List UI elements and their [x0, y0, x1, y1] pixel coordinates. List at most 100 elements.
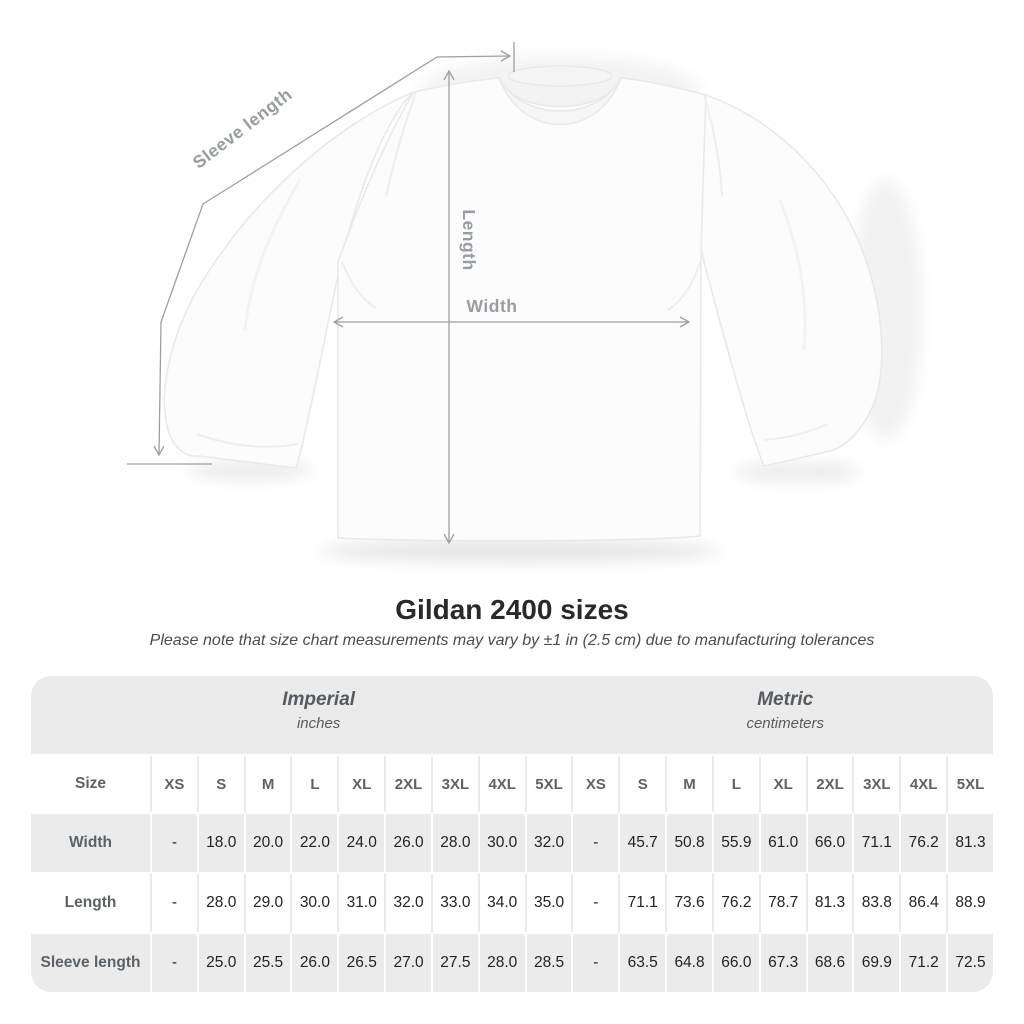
- units-header-band: Imperial inches Metric centimeters: [31, 676, 993, 754]
- size-header-cell: L: [714, 756, 761, 812]
- value-cell: 86.4: [901, 874, 949, 932]
- value-cell: 27.0: [386, 934, 433, 992]
- value-cell: 69.9: [854, 934, 902, 992]
- value-cell: 68.6: [808, 934, 855, 992]
- sleeve-length-measure-line: [127, 42, 515, 465]
- value-cell: 27.5: [433, 934, 480, 992]
- value-cell: 76.2: [714, 874, 761, 932]
- width-label: Width: [467, 296, 518, 316]
- value-cell: 25.0: [199, 934, 246, 992]
- value-cell: 26.5: [339, 934, 387, 992]
- value-cell: 78.7: [761, 874, 808, 932]
- value-cell: -: [152, 814, 199, 872]
- size-header-cell: XL: [761, 756, 808, 812]
- size-header-cell: 5XL: [956, 775, 985, 793]
- imperial-unit: inches: [296, 715, 341, 732]
- shirt-seams: [196, 91, 829, 448]
- size-header-cell: S: [199, 756, 246, 812]
- value-cell: 24.0: [339, 814, 387, 872]
- size-header-cell: L: [292, 756, 340, 812]
- value-cell: 20.0: [246, 814, 293, 872]
- size-header-cell: XS: [573, 756, 621, 812]
- size-header-cell: S: [620, 756, 668, 812]
- size-header-cell: 4XL: [480, 756, 527, 812]
- value-cell: -: [573, 874, 621, 932]
- value-cell: 30.0: [480, 814, 527, 872]
- size-header-cell: 5XL: [527, 756, 574, 812]
- width-measure-line: [332, 316, 691, 328]
- size-header-cell: 3XL: [433, 756, 480, 812]
- value-cell: 31.0: [339, 874, 387, 932]
- table-rows: Size XS S M L XL 2XL 3XL 4XL 5XL XS S M L XL 2XL 3XL 4XL 5…: [31, 756, 993, 992]
- value-cell: 88.9: [955, 894, 986, 911]
- value-cell: 76.2: [901, 814, 949, 872]
- value-cell: -: [573, 814, 621, 872]
- value-cell: -: [152, 874, 199, 932]
- value-cell: 34.0: [480, 874, 527, 932]
- value-cell: 71.2: [901, 934, 949, 992]
- size-header-row: Size XS S M L XL 2XL 3XL 4XL 5XL XS S M L XL 2XL 3XL 4XL 5…: [31, 756, 993, 812]
- value-cell: 55.9: [714, 814, 761, 872]
- length-measure-line: [443, 69, 455, 545]
- value-cell: 26.0: [292, 934, 340, 992]
- metric-title: Metric: [757, 689, 814, 710]
- size-header-cell: 2XL: [386, 756, 433, 812]
- size-header-cell: XL: [339, 756, 387, 812]
- value-cell: 71.1: [854, 814, 902, 872]
- size-header-cell: XS: [152, 756, 199, 812]
- value-cell: 61.0: [761, 814, 808, 872]
- value-cell: 28.0: [433, 814, 480, 872]
- measurement-row-sleeve-length: Sleeve length -25.0 25.5 26.0 26.5 27.0 27.5 28…: [31, 934, 993, 992]
- shirt-diagram: Sleeve length Length Width: [127, 42, 922, 563]
- value-cell: 33.0: [433, 874, 480, 932]
- length-label: Length: [459, 209, 479, 270]
- shirt-body: [337, 77, 707, 542]
- shirt-collar-band: [498, 77, 622, 126]
- size-header-cell: M: [667, 756, 714, 812]
- measurement-row-width: Width -18.0 20.0 22.0 24.0 26.0 28.0 30.0 32.0-4…: [31, 814, 993, 872]
- size-header-cell: 4XL: [901, 756, 949, 812]
- value-cell: 81.3: [955, 834, 986, 851]
- page-title: Gildan 2400 sizes: [395, 594, 629, 625]
- value-cell: 66.0: [808, 814, 855, 872]
- sleeve-length-label: Sleeve length: [189, 84, 296, 173]
- size-header-cell: M: [246, 756, 293, 812]
- value-cell: 66.0: [714, 934, 761, 992]
- value-cell: 45.7: [620, 814, 668, 872]
- value-cell: 64.8: [667, 934, 714, 992]
- value-cell: 32.0: [386, 874, 433, 932]
- row-label: Length: [31, 874, 152, 932]
- value-cell: 29.0: [246, 874, 293, 932]
- value-cell: 18.0: [199, 814, 246, 872]
- row-label: Width: [31, 814, 152, 872]
- tolerance-note: Please note that size chart measurements…: [149, 632, 875, 650]
- value-cell: 26.0: [386, 814, 433, 872]
- imperial-group-header: Imperial inches: [282, 689, 355, 732]
- measurement-row-length: Length -28.0 29.0 30.0 31.0 32.0 33.0 34.0 35.0-…: [31, 874, 993, 932]
- value-cell: 32.0: [527, 814, 574, 872]
- value-cell: 30.0: [292, 874, 340, 932]
- imperial-title: Imperial: [282, 689, 356, 710]
- value-cell: 28.0: [199, 874, 246, 932]
- size-table: Imperial inches Metric centimeters Size X…: [31, 676, 993, 992]
- value-cell: -: [573, 934, 621, 992]
- value-cell: 35.0: [527, 874, 574, 932]
- size-column-header: Size: [31, 756, 152, 812]
- shirt-right-sleeve: [689, 94, 883, 467]
- value-cell: 28.0: [480, 934, 527, 992]
- value-cell: 71.1: [620, 874, 668, 932]
- size-header-cell: 2XL: [808, 756, 855, 812]
- value-cell: 81.3: [808, 874, 855, 932]
- value-cell: -: [152, 934, 199, 992]
- row-label: Sleeve length: [31, 934, 152, 992]
- value-cell: 63.5: [620, 934, 668, 992]
- metric-group-header: Metric centimeters: [746, 689, 824, 732]
- value-cell: 22.0: [292, 814, 340, 872]
- value-cell: 67.3: [761, 934, 808, 992]
- value-cell: 25.5: [246, 934, 293, 992]
- value-cell: 50.8: [667, 814, 714, 872]
- size-header-cell: 3XL: [854, 756, 902, 812]
- metric-unit: centimeters: [746, 715, 824, 732]
- value-cell: 72.5: [955, 954, 986, 971]
